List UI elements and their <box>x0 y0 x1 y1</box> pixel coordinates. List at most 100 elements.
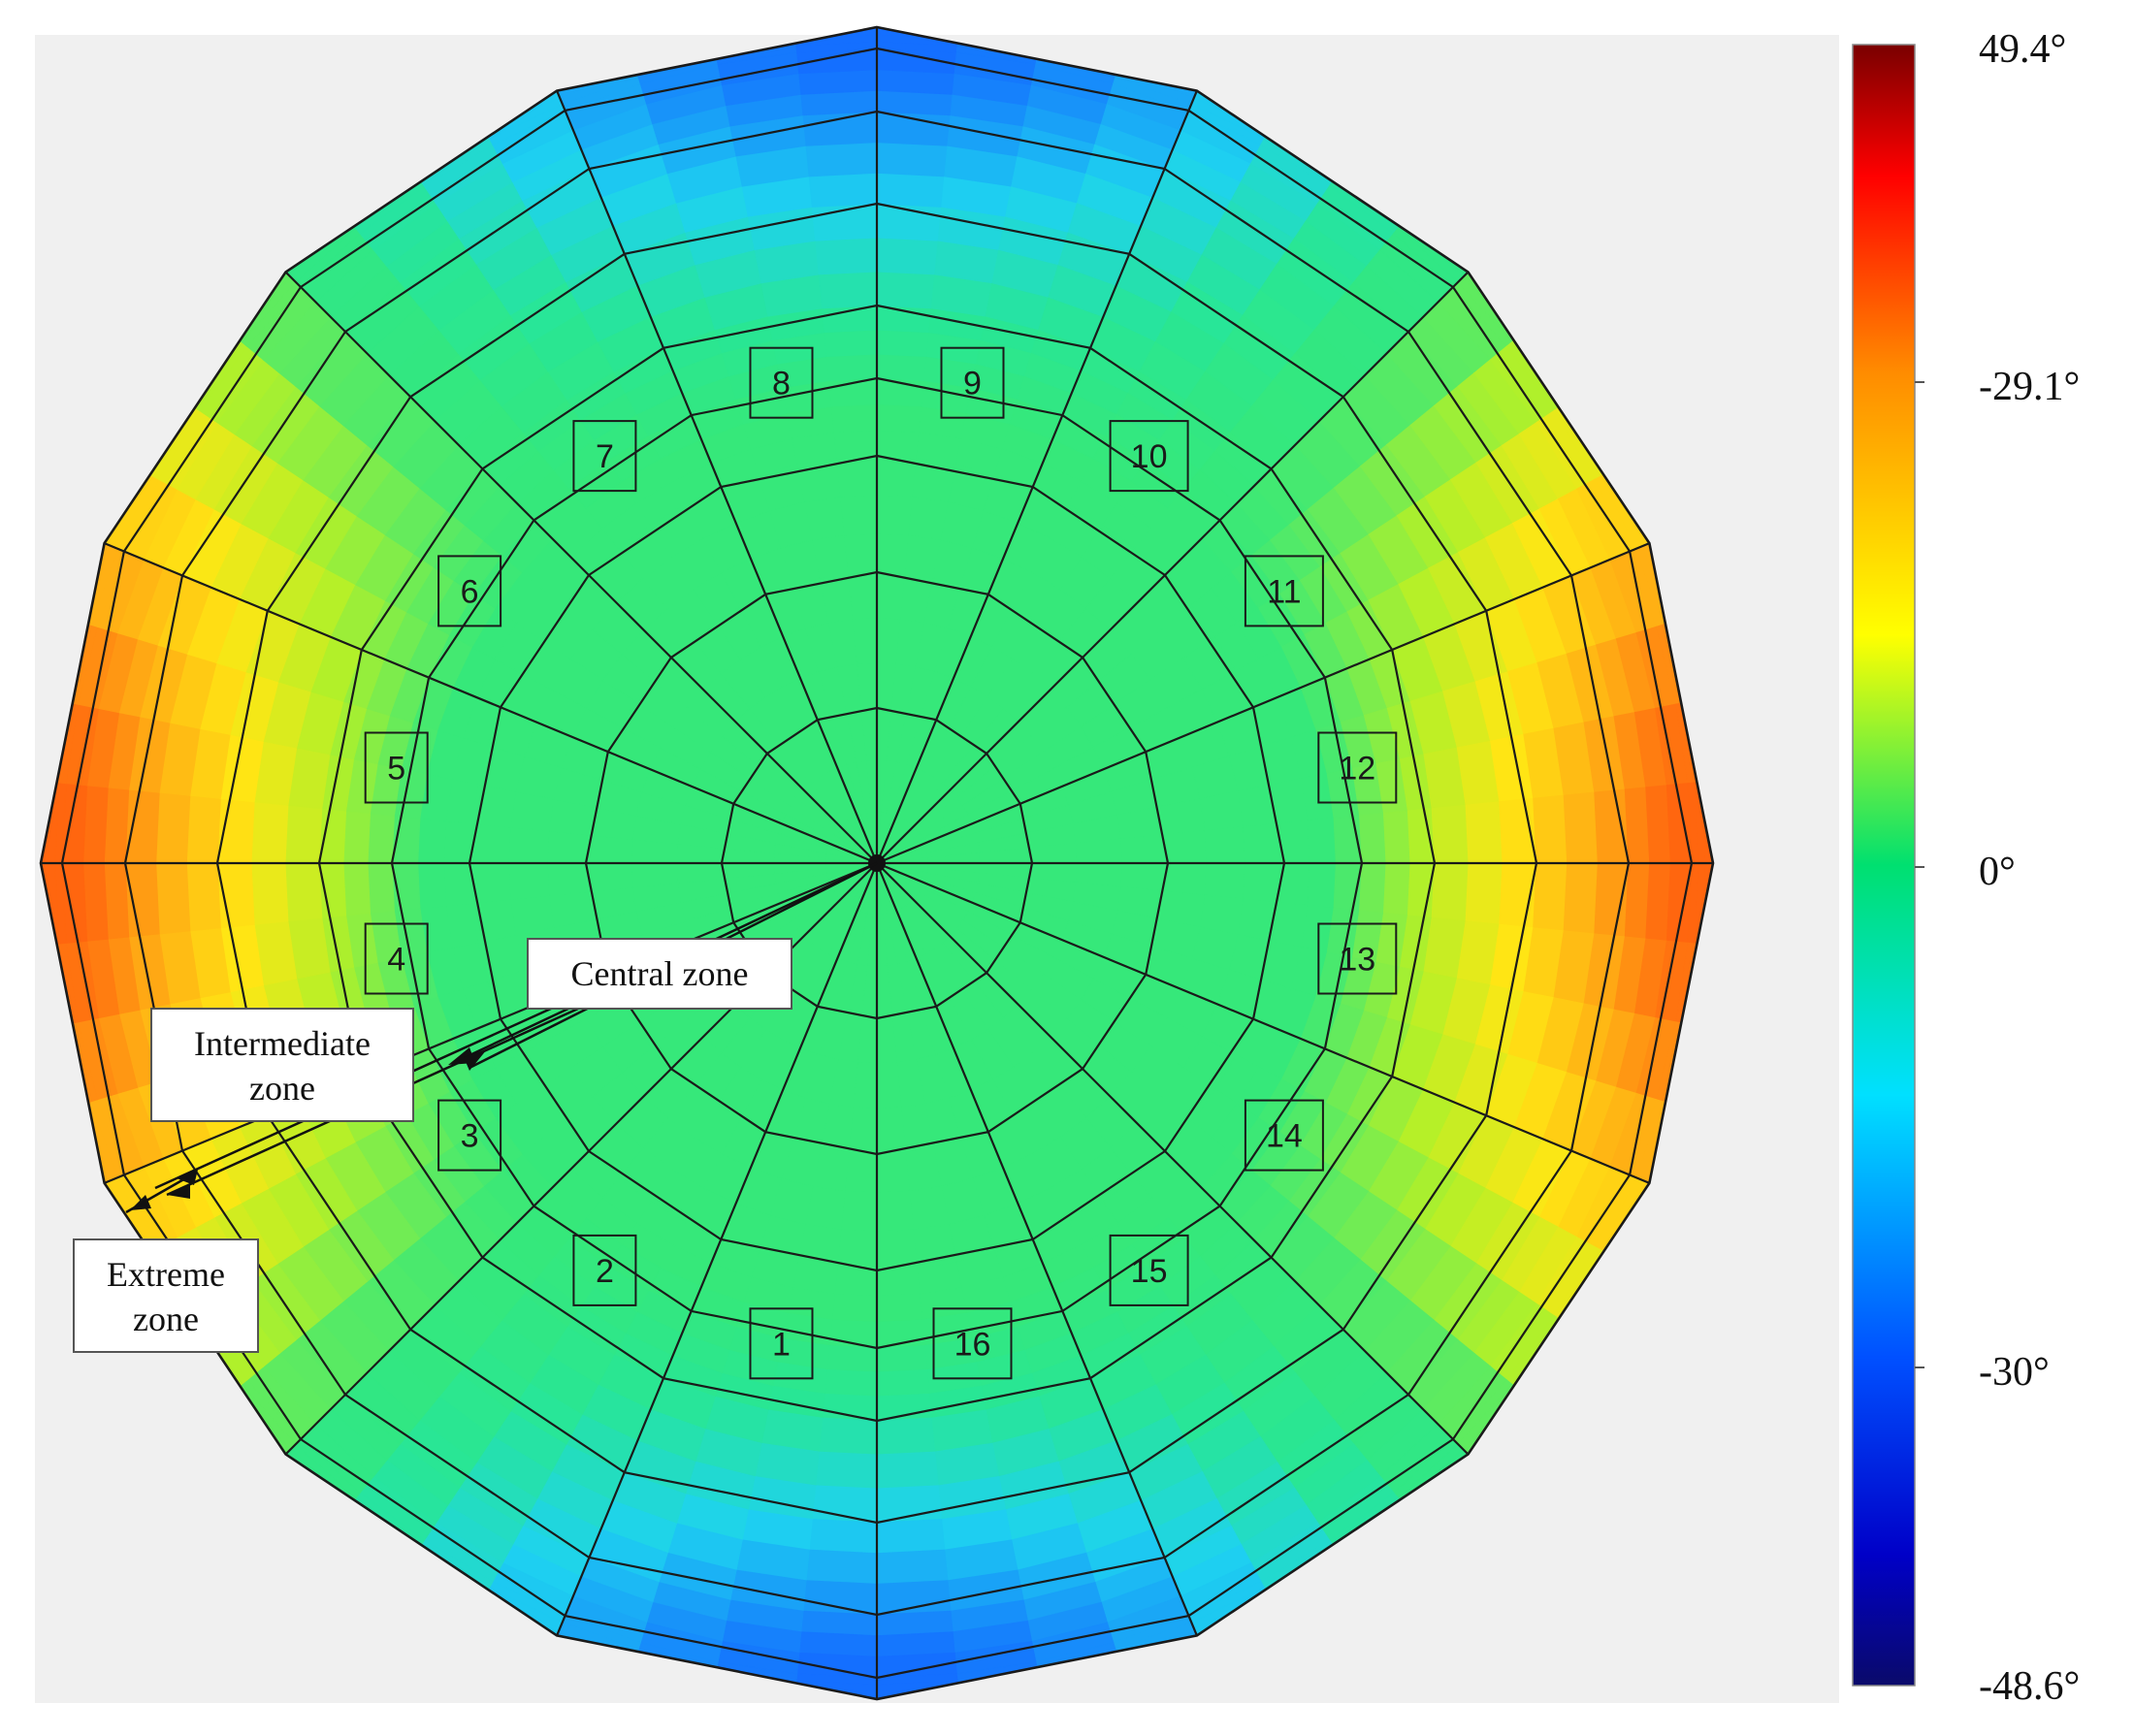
segment-label-box <box>364 922 429 995</box>
heat-cell <box>124 788 160 864</box>
heat-cell <box>507 862 550 900</box>
heat-cell <box>844 532 878 574</box>
heat-cell <box>1204 862 1246 900</box>
heat-cell <box>876 571 906 620</box>
heat-cell <box>876 69 955 95</box>
colorbar-label-upper: -29.1° <box>1979 365 2080 409</box>
heat-cell <box>876 1293 922 1323</box>
heat-cell <box>1533 794 1568 864</box>
segment-label-8: 8 <box>749 346 814 419</box>
heat-cell <box>876 403 922 434</box>
heat-cell <box>824 1368 878 1398</box>
heat-cell <box>848 571 878 620</box>
heat-cell <box>831 1293 878 1323</box>
segment-label-box <box>749 1307 814 1380</box>
heat-cell <box>507 826 550 864</box>
heat-cell <box>876 353 928 381</box>
heat-cell <box>1076 838 1123 864</box>
segment-number: 5 <box>387 751 405 788</box>
segment-label-1: 1 <box>749 1307 814 1380</box>
grid-ray <box>875 90 1198 864</box>
segment-label-box <box>940 346 1005 419</box>
colorbar-label-top: 49.4° <box>1979 27 2066 72</box>
heat-cell <box>124 862 160 938</box>
colorbar: 49.4° -29.1° 0° -30° -48.6° <box>1852 27 2080 1709</box>
heat-cell <box>417 818 447 864</box>
heat-cell <box>1281 820 1311 864</box>
heat-cell <box>876 1107 906 1155</box>
heat-cell <box>1645 862 1671 942</box>
segment-number: 8 <box>772 366 791 402</box>
heat-cell <box>342 862 372 916</box>
heat-cell <box>876 1190 914 1233</box>
segment-label-4: 4 <box>364 922 429 995</box>
central-zone-label: Central zone <box>571 954 749 993</box>
segment-number: 2 <box>596 1253 614 1290</box>
segment-number: 12 <box>1339 751 1375 788</box>
segment-label-7: 7 <box>572 420 637 493</box>
grid-ray <box>876 542 1650 865</box>
heat-cell <box>876 1451 939 1490</box>
heat-cell <box>876 271 936 309</box>
heat-cell <box>805 1549 878 1585</box>
central-zone-box <box>527 938 792 1010</box>
segment-label-box <box>932 1307 1013 1380</box>
segment-label-box <box>1317 731 1398 804</box>
heat-cell <box>876 532 910 574</box>
segment-number: 14 <box>1266 1118 1303 1155</box>
central-zone-arrowhead-2 <box>464 1049 487 1071</box>
segment-number: 1 <box>772 1326 791 1363</box>
heat-cell <box>848 1107 878 1155</box>
heat-cell <box>1563 862 1599 935</box>
heat-cell <box>876 1580 952 1616</box>
heat-cell <box>155 862 191 935</box>
colorbar-label-lower: -30° <box>1979 1350 2050 1395</box>
heat-cell <box>844 1152 878 1194</box>
grid-ray <box>876 862 1470 1456</box>
heat-cell <box>1307 862 1337 909</box>
central-zone-callout: Central zone <box>527 938 792 1010</box>
heat-cell <box>840 1190 878 1233</box>
heat-cell <box>876 494 914 536</box>
heat-cell <box>833 429 878 459</box>
heat-wedges <box>41 27 1713 1699</box>
heat-cell <box>802 1580 878 1616</box>
heat-cell <box>1406 808 1436 864</box>
heat-cell <box>1645 785 1671 864</box>
heat-cell <box>825 353 878 381</box>
segment-label-9: 9 <box>940 346 1005 419</box>
heat-cell <box>798 69 878 95</box>
segment-label-10: 10 <box>1109 420 1189 493</box>
heat-cell <box>876 142 949 177</box>
segment-number: 16 <box>954 1326 991 1363</box>
heat-cell <box>818 1417 878 1456</box>
segment-number: 10 <box>1131 438 1168 475</box>
heat-cell <box>318 808 347 864</box>
heat-cell <box>1166 830 1208 864</box>
intermediate-zone-box <box>150 1008 414 1122</box>
grid-ray <box>104 861 878 1184</box>
heat-cell <box>815 237 878 275</box>
zone-arrowheads <box>130 1047 487 1210</box>
heat-cell <box>509 894 555 936</box>
heat-cell <box>822 1393 878 1422</box>
heat-cell <box>876 237 939 275</box>
heat-cell <box>1120 862 1169 892</box>
heat-cell <box>250 801 289 864</box>
heat-cell <box>1281 862 1311 907</box>
segment-label-3: 3 <box>437 1099 502 1172</box>
segment-label-box <box>437 1099 502 1172</box>
heat-cell <box>1359 812 1387 864</box>
extreme-zone-callout: Extreme zone <box>73 1238 259 1353</box>
heat-cell <box>1533 862 1568 932</box>
intermediate-zone-arrowhead <box>177 1170 198 1185</box>
heat-cell <box>876 1417 936 1456</box>
heat-cell <box>876 329 930 358</box>
extreme-zone-arrowhead <box>130 1195 151 1210</box>
heat-cell <box>155 791 191 864</box>
heat-cell <box>1594 788 1630 864</box>
heat-cell <box>367 812 395 864</box>
heat-cell <box>1199 790 1245 832</box>
heat-cell <box>546 862 588 896</box>
